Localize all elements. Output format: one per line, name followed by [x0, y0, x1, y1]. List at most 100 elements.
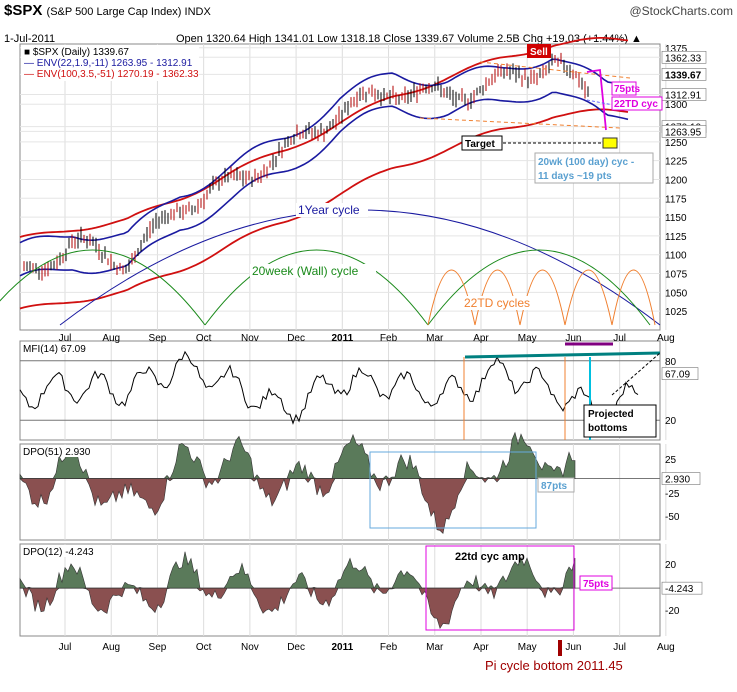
dpo51-axis-label: 25: [665, 455, 677, 466]
target-label-box: [461, 135, 503, 151]
x-tick-label: Oct: [196, 333, 212, 344]
dpo12-note: 75pts: [583, 579, 610, 590]
cyc22-label: 22TD cyc: [614, 99, 658, 110]
dpo12_panel-negative-area: [19, 587, 576, 630]
x-tick-label: 2011: [331, 333, 353, 344]
price-legend-bg: [21, 45, 199, 81]
sell-box: [527, 44, 551, 58]
mfi-axis-label: 80: [665, 357, 677, 368]
mfi-value: 67.09: [665, 370, 690, 381]
dpo12-panel-frame: [19, 543, 661, 637]
x-tick-label: Aug: [657, 642, 675, 653]
x-tick-label: Jul: [613, 642, 626, 653]
wall-cycle-arc: [0, 249, 206, 326]
price-axis-label: 1100: [665, 251, 687, 262]
price-axis-label: 1025: [665, 307, 688, 318]
x-tick-label: Apr: [473, 333, 489, 344]
x-tick-label: Dec: [287, 333, 305, 344]
price-axis-label: 1339.67: [665, 70, 702, 81]
symbol-description: (S&P 500 Large Cap Index) INDX: [46, 6, 211, 18]
pts75-box: [611, 81, 637, 96]
x-tick-label: Dec: [287, 642, 305, 653]
chart-title: $SPX (S&P 500 Large Cap Index) INDX: [4, 2, 211, 19]
td-cycle-arc: [611, 269, 656, 326]
target-box: [602, 137, 618, 149]
dpo51-value-box: [661, 472, 701, 485]
price-axis-label: 1250: [665, 138, 688, 149]
x-tick-label: Feb: [380, 642, 398, 653]
pi-cycle-marker: [558, 640, 562, 656]
dpo12-amp-label: 22td cyc amp: [455, 551, 525, 563]
price-axis-label: 1175: [665, 194, 687, 205]
x-tick-label: Jul: [613, 333, 626, 344]
x-tick-label: May: [518, 333, 537, 344]
x-tick-label: Jul: [59, 642, 72, 653]
mfi-value-box: [661, 367, 699, 380]
x-tick-label: Feb: [380, 333, 398, 344]
x-tick-label: Sep: [149, 333, 167, 344]
pi-cycle-label: Pi cycle bottom 2011.45: [485, 658, 623, 673]
price-tag-box: [661, 88, 707, 101]
wall-cycle-arc: [427, 249, 651, 326]
mfi-label: MFI(14) 67.09: [23, 344, 86, 355]
price-tag-box: [661, 50, 707, 64]
price-panel-frame: [19, 43, 661, 331]
dpo51-axis-label: -50: [665, 512, 680, 523]
x-tick-label: May: [518, 642, 537, 653]
dpo12-axis-label: -20: [665, 606, 680, 617]
x-tick-label: Aug: [102, 642, 120, 653]
chart-date: 1-Jul-2011: [4, 33, 56, 45]
price-bars: [23, 52, 589, 281]
price-legend-entry: — ENV(22,1.9,-11) 1263.95 - 1312.91: [24, 58, 193, 69]
symbol: $SPX: [4, 2, 43, 19]
dpo51-value: 2.930: [665, 475, 690, 486]
wall-cycle-label: 20week (Wall) cycle: [252, 264, 359, 278]
projected-box: [583, 404, 657, 438]
sell-label: Sell: [530, 47, 548, 58]
pts75-label: 75pts: [614, 84, 641, 95]
x-tick-label: Oct: [196, 642, 212, 653]
dpo51_panel-negative-area: [19, 478, 576, 534]
mfi-projection-dash: [611, 352, 661, 396]
x-tick-label: Jun: [565, 333, 581, 344]
env22-upper-line: [19, 58, 629, 244]
price-axis-label: 1125: [665, 232, 687, 243]
wall-cycle-arc: [204, 249, 429, 326]
dpo12-value-box: [661, 581, 703, 595]
projected-label-2: bottoms: [588, 423, 628, 434]
td-cycle-arc: [564, 269, 613, 326]
wall-cycle-bg: [250, 264, 376, 278]
x-tick-label: Mar: [426, 642, 444, 653]
x-tick-label: Jul: [59, 333, 72, 344]
target-label: Target: [465, 139, 495, 150]
x-tick-label: Aug: [657, 333, 675, 344]
x-tick-label: Jun: [565, 642, 581, 653]
dpo12-highlight-box: [425, 545, 575, 631]
stockcharts-logo: @StockCharts.com: [629, 4, 733, 18]
dpo12-note-box: [579, 575, 613, 591]
price-axis-label: 1225: [665, 157, 688, 168]
lower-trendline: [419, 117, 621, 129]
price-axis-label: 1312.91: [665, 90, 702, 101]
mfi-axis-label: 20: [665, 416, 677, 427]
year-cycle-label: 1Year cycle: [298, 203, 360, 217]
x-tick-label: Nov: [241, 642, 259, 653]
mfi-teal-line: [464, 351, 661, 359]
x-tick-label: Sep: [149, 642, 167, 653]
wk20-box: [534, 152, 654, 184]
wk20-label-1: 20wk (100 day) cyc -: [538, 157, 634, 168]
x-tick-label: Nov: [241, 333, 259, 344]
x-tick-label: Mar: [426, 333, 444, 344]
td-cycles-label: 22TD cycles: [464, 296, 530, 310]
x-tick-label: 2011: [331, 642, 353, 653]
dpo12_panel-label-bg: [21, 545, 101, 557]
td-cycles-bg: [462, 296, 542, 310]
dpo51-note-box: [537, 477, 575, 493]
price-tag-box: [661, 125, 707, 138]
dpo51-note: 87pts: [541, 481, 568, 492]
mfi-panel-frame: [19, 340, 661, 441]
price-axis-label: 1263.95: [665, 127, 702, 138]
x-tick-label: Apr: [473, 642, 489, 653]
price-axis-label: 1300: [665, 100, 688, 111]
